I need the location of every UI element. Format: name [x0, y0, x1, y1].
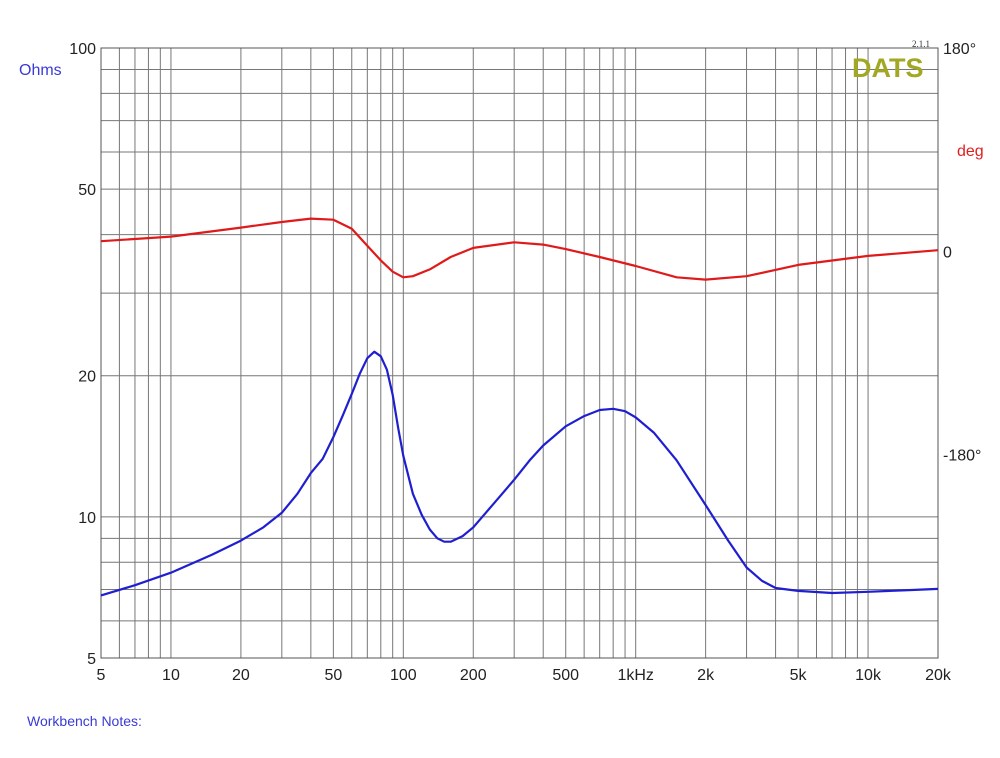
tick-label-layer: 5 10 20 50 100 200 500 1kHz 2k 5k 10k 20k 5 10 20 50 100…	[69, 41, 981, 684]
y-right-tick-label: 180°	[943, 41, 976, 58]
plot-frame	[100, 47, 939, 659]
y-left-tick-label: 50	[78, 182, 96, 199]
x-tick-label: 20k	[925, 667, 952, 684]
series-line-impedance	[100, 350, 939, 597]
y-left-tick-label: 10	[78, 510, 96, 527]
dats-logo: DATS	[852, 53, 924, 83]
x-tick-label: 500	[552, 667, 579, 684]
y-left-tick-label: 20	[78, 369, 96, 386]
y-right-tick-label: -180°	[943, 448, 981, 465]
y-left-tick-label: 5	[87, 651, 96, 668]
x-tick-label: 100	[390, 667, 417, 684]
x-tick-label: 10k	[855, 667, 882, 684]
y-left-tick-label: 100	[69, 41, 96, 58]
x-tick-label: 200	[460, 667, 487, 684]
x-tick-label: 1kHz	[617, 667, 653, 684]
grid-layer	[101, 48, 938, 658]
x-tick-label: 5k	[790, 667, 808, 684]
x-tick-label: 2k	[697, 667, 715, 684]
x-tick-label: 5	[97, 667, 106, 684]
x-tick-label: 10	[162, 667, 180, 684]
series-line-phase	[100, 217, 939, 281]
x-tick-label: 50	[324, 667, 342, 684]
x-tick-label: 20	[232, 667, 250, 684]
series-layer	[100, 217, 939, 597]
y-right-axis-label: deg	[957, 143, 984, 160]
workbench-notes-label: Workbench Notes:	[27, 713, 142, 729]
version-label: 2.1.1	[912, 39, 930, 49]
y-left-axis-label: Ohms	[19, 62, 62, 79]
y-right-tick-label: 0	[943, 244, 952, 261]
